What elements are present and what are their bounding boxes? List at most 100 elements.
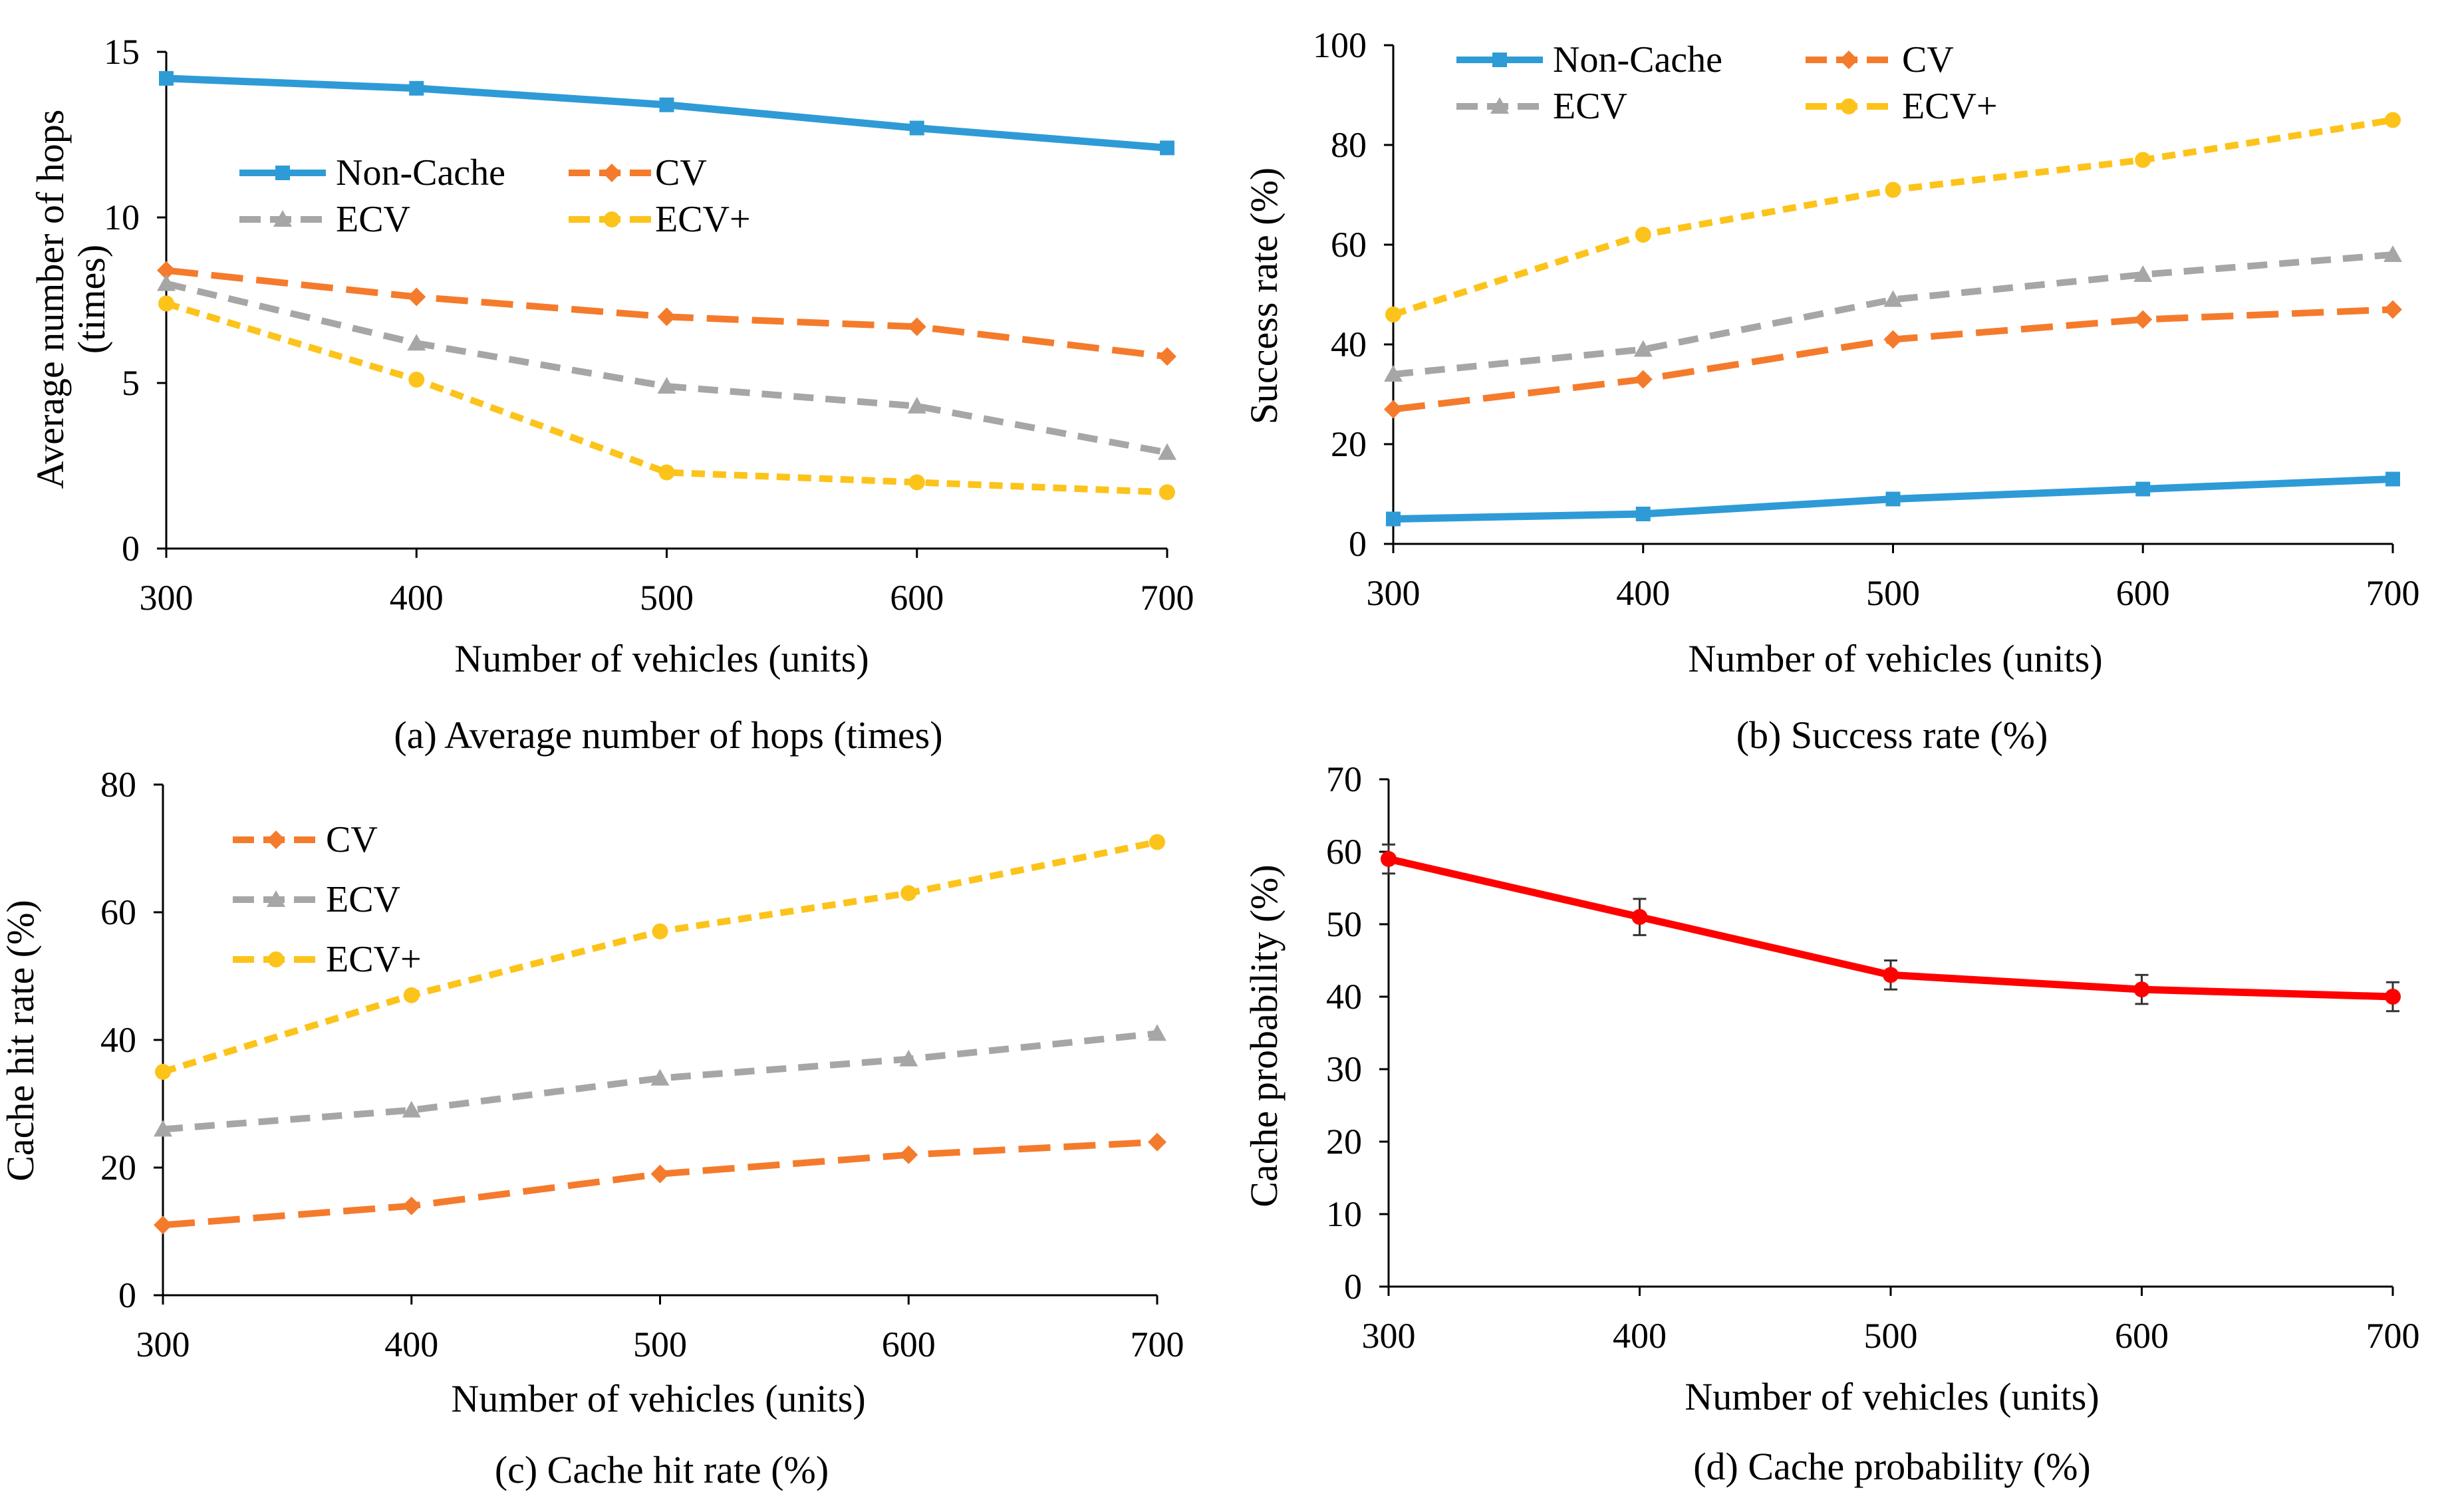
- x-axis-title: Number of vehicles (units): [1688, 637, 2102, 680]
- x-axis-title: Number of vehicles (units): [454, 637, 869, 680]
- y-tick-label: 20: [100, 1148, 136, 1188]
- y-tick-label: 80: [100, 765, 136, 805]
- data-point: [1384, 365, 1403, 382]
- data-point: [1885, 182, 1901, 198]
- data-point: [2135, 481, 2151, 497]
- series-non-cache: [159, 70, 1174, 156]
- series-cache-probability: [1381, 843, 2401, 1013]
- chart-panel-a: 0 5 10 15 300 400 500 600 700 Number of vehicles …: [29, 32, 1194, 757]
- x-tick-label: 700: [2366, 1316, 2420, 1356]
- data-point: [659, 97, 674, 112]
- data-point: [658, 464, 675, 481]
- series-line: [165, 300, 1168, 496]
- y-axis-title: Cache hit rate (%): [0, 900, 42, 1182]
- y-tick-label: 80: [1331, 125, 1367, 165]
- data-point: [159, 70, 174, 86]
- y-axis-title-line: Average number of hops: [29, 110, 72, 489]
- data-point: [1149, 834, 1165, 850]
- x-tick-label: 500: [1864, 1316, 1918, 1356]
- chart-panel-d: 0 10 20 30 40 50 60 70 300 400 500 600 700 Number of …: [1242, 759, 2420, 1488]
- legend: Non-Cache CV ECV ECV+: [1456, 39, 1998, 127]
- data-point: [1883, 290, 1903, 307]
- series-cv: [157, 261, 1176, 366]
- panel-caption: (b) Success rate (%): [1736, 713, 2048, 757]
- y-axis-title-line: Cache probability (%): [1242, 864, 1286, 1207]
- x-tick-label: 600: [890, 578, 944, 618]
- series-ecv-: [155, 834, 1165, 1080]
- x-tick-label: 500: [640, 578, 694, 618]
- x-tick-label: 300: [1362, 1316, 1416, 1356]
- data-point: [2133, 265, 2153, 282]
- x-tick-label: 700: [1141, 578, 1194, 618]
- legend-swatch-marker: [267, 890, 285, 907]
- data-point: [157, 261, 176, 280]
- x-axis-title: Number of vehicles (units): [451, 1377, 865, 1420]
- legend-label: ECV+: [326, 939, 422, 980]
- data-point: [1883, 967, 1899, 983]
- data-point: [1635, 507, 1651, 521]
- x-tick-label: 300: [140, 578, 194, 618]
- legend-swatch-marker: [1492, 53, 1507, 67]
- x-tick-label: 300: [1367, 573, 1421, 613]
- data-point: [2383, 245, 2402, 262]
- data-point: [657, 307, 676, 326]
- y-tick-label: 10: [1326, 1194, 1362, 1234]
- data-point: [402, 1196, 421, 1215]
- data-point: [900, 885, 917, 902]
- legend-label: Non-Cache: [1553, 39, 1722, 80]
- series-cv: [154, 1132, 1166, 1235]
- y-axis-title: Cache probability (%): [1242, 864, 1286, 1207]
- chart-panel-b: 0 20 40 60 80 100 300 400 500 600 700 Number of veh…: [1242, 25, 2420, 757]
- data-point: [403, 987, 420, 1003]
- data-point: [909, 120, 924, 136]
- data-point: [1633, 340, 1653, 357]
- panel-caption: (a) Average number of hops (times): [394, 713, 942, 757]
- data-point: [907, 317, 926, 336]
- x-tick-label: 400: [384, 1324, 438, 1364]
- data-point: [899, 1049, 918, 1067]
- x-tick-label: 400: [390, 578, 444, 618]
- data-point: [1631, 909, 1648, 926]
- data-point: [908, 474, 925, 491]
- y-axis-title: Success rate (%): [1242, 168, 1286, 425]
- legend: CV ECV ECV+: [233, 819, 422, 980]
- data-point: [1158, 347, 1176, 366]
- y-tick-label: 0: [122, 529, 140, 568]
- y-tick-label: 30: [1326, 1049, 1362, 1089]
- data-point: [1385, 307, 1401, 322]
- data-point: [2383, 300, 2402, 319]
- x-tick-label: 600: [2115, 1316, 2169, 1356]
- data-point: [1635, 227, 1651, 243]
- series-line: [162, 1030, 1158, 1133]
- legend-label: ECV+: [655, 199, 751, 240]
- data-point: [157, 274, 176, 291]
- series-cv: [1384, 300, 2402, 419]
- legend-label: CV: [1902, 39, 1954, 80]
- series-ecv-: [1385, 112, 2401, 322]
- legend-swatch-marker: [268, 951, 284, 967]
- legend-swatch-marker: [604, 211, 620, 227]
- chart-panel-c: 0 20 40 60 80 300 400 500 600 700 Number of vehicl…: [0, 765, 1184, 1491]
- legend-label: ECV: [336, 199, 410, 240]
- y-tick-label: 20: [1331, 424, 1367, 464]
- data-point: [657, 376, 676, 394]
- series-non-cache: [1386, 471, 2400, 527]
- legend-swatch-marker: [1490, 97, 1509, 114]
- panel-caption: (c) Cache hit rate (%): [495, 1448, 829, 1491]
- y-tick-label: 50: [1326, 904, 1362, 944]
- y-tick-label: 70: [1326, 759, 1362, 799]
- data-point: [1148, 1024, 1166, 1041]
- series-ecv: [154, 1024, 1166, 1137]
- y-tick-label: 5: [122, 363, 140, 403]
- data-point: [1885, 491, 1901, 507]
- x-tick-label: 700: [1131, 1324, 1184, 1364]
- legend-swatch-marker: [273, 210, 292, 227]
- x-axis-title: Number of vehicles (units): [1685, 1375, 2099, 1418]
- data-point: [407, 334, 426, 351]
- data-point: [1386, 511, 1401, 527]
- y-tick-label: 20: [1326, 1122, 1362, 1162]
- legend-swatch-marker: [267, 830, 285, 849]
- y-tick-label: 15: [104, 32, 140, 72]
- data-point: [158, 295, 174, 312]
